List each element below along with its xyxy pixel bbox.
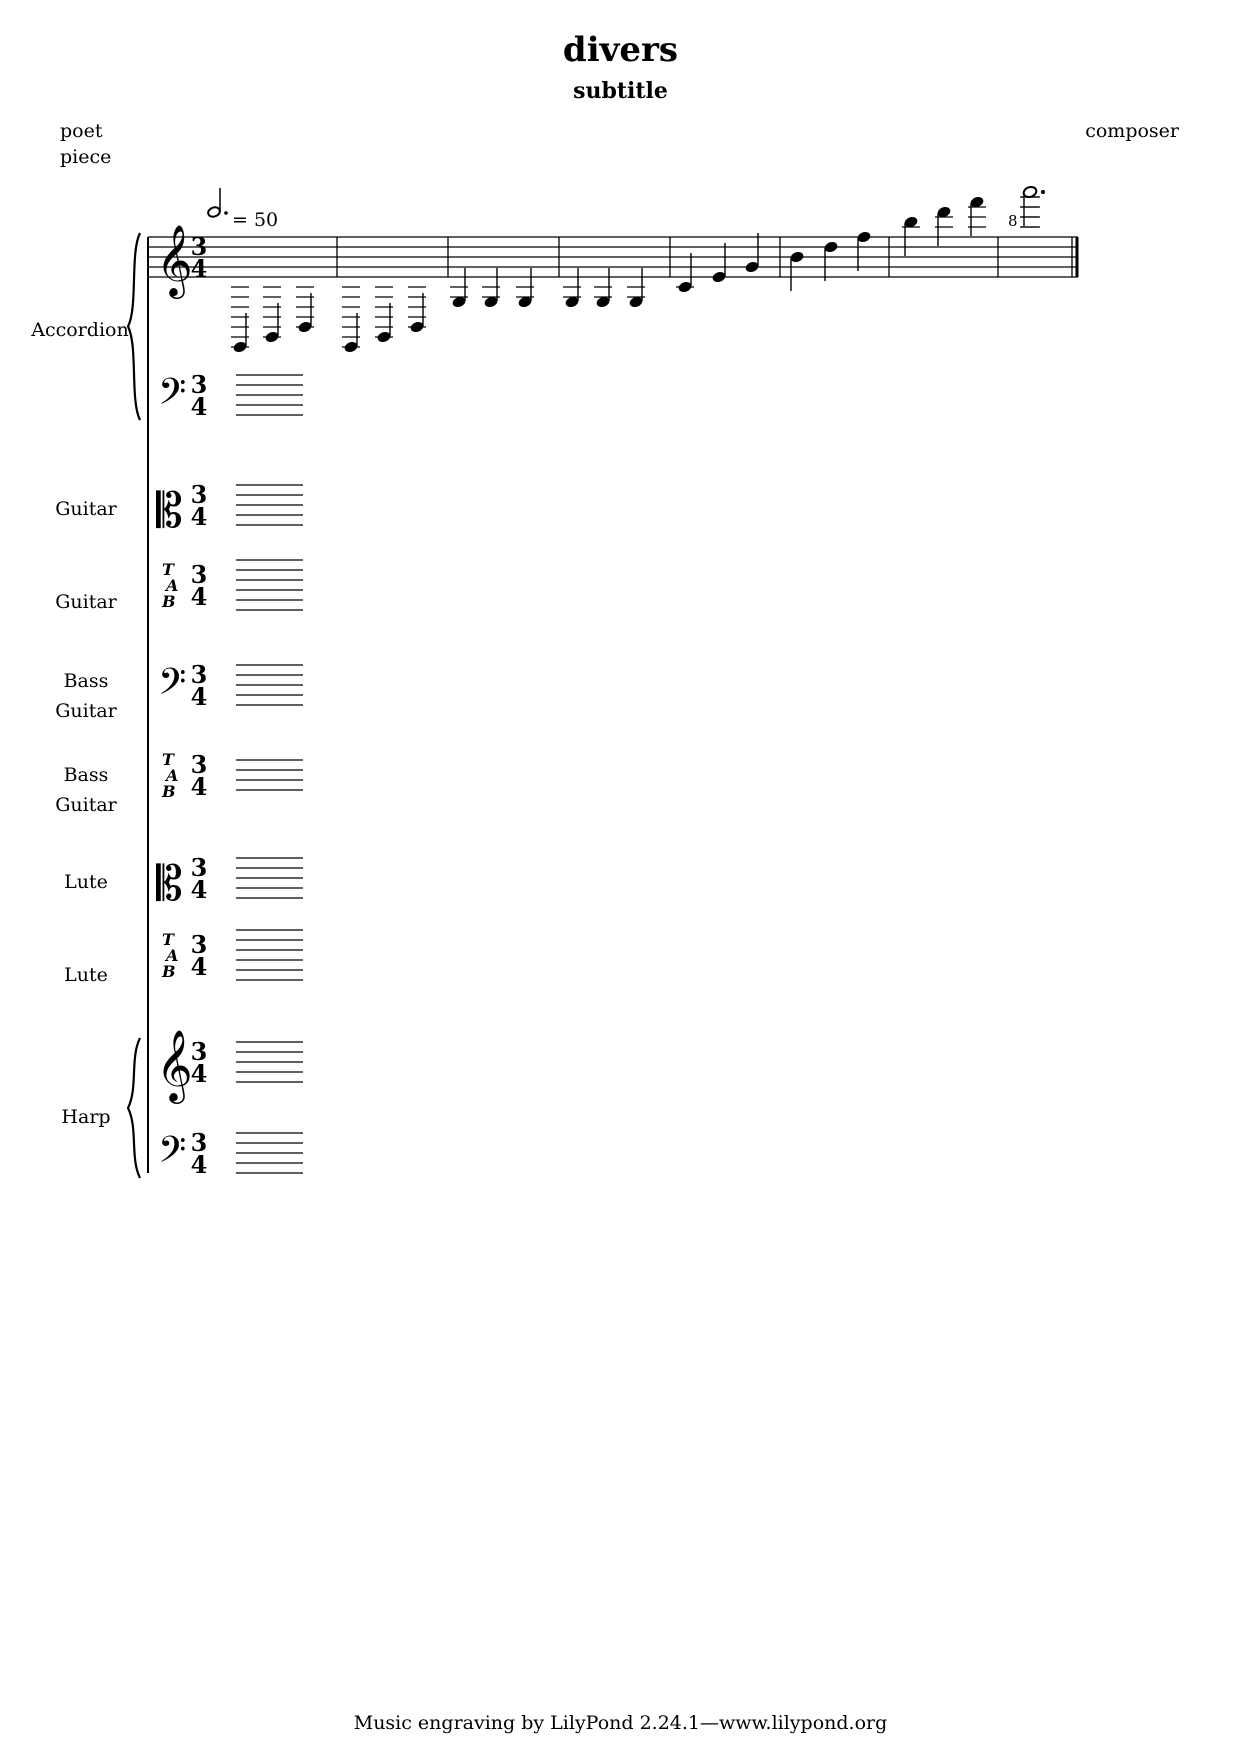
instrument-name-line1: Bass (63, 670, 109, 692)
score-title: divers (562, 30, 679, 70)
instrument-name-harp: Harp (61, 1106, 111, 1128)
tempo-note-head (207, 206, 221, 218)
time-sig-numerator: 3 (191, 370, 208, 399)
instrument-name-lute-tab: Lute (64, 964, 108, 986)
instrument-name-line2: Guitar (55, 700, 117, 722)
tempo-dot (224, 211, 228, 215)
treble-clef-icon: 𝄞 (156, 223, 193, 299)
harp-brace (126, 1037, 141, 1179)
instrument-name-line1: Bass (63, 764, 109, 786)
bass-clef-icon: 𝄢 (158, 371, 186, 422)
note-head (265, 331, 279, 343)
tab-clef-b: B (161, 592, 176, 611)
instrument-name-bass-guitar-tab: Bass Guitar (36, 760, 136, 820)
time-sig-numerator: 3 (191, 1037, 208, 1066)
tab-clef-b: B (161, 782, 176, 801)
note-head (678, 281, 692, 293)
alto-clef-icon: 𝄡 (156, 483, 183, 539)
time-sig-numerator: 3 (191, 660, 208, 689)
tab-clef-t: T (162, 560, 175, 579)
instrument-name-lute: Lute (64, 871, 108, 893)
note-head (857, 231, 871, 243)
bass-clef-icon: 𝄢 (158, 661, 186, 712)
score-subtitle: subtitle (573, 78, 668, 104)
note-head (377, 331, 391, 343)
time-sig-denominator: 4 (191, 1059, 208, 1088)
note-head (452, 296, 466, 308)
note-head (298, 321, 312, 333)
time-sig-numerator: 3 (191, 1128, 208, 1157)
note-head (484, 296, 498, 308)
instrument-name-guitar: Guitar (55, 498, 117, 520)
note-head (233, 341, 247, 353)
final-note-dot (1041, 190, 1045, 194)
note-head (745, 261, 759, 273)
piece-label: piece (60, 146, 112, 168)
time-sig-numerator: 3 (191, 930, 208, 959)
instrument-name-line2: Guitar (55, 794, 117, 816)
time-sig-denominator: 4 (191, 392, 208, 421)
tab-clef-t: T (162, 750, 175, 769)
tab-clef-b: B (161, 962, 176, 981)
note-head (937, 206, 951, 218)
time-sig-denominator: 4 (191, 875, 208, 904)
time-sig-denominator: 4 (191, 772, 208, 801)
note-head (596, 296, 610, 308)
note-head (970, 196, 984, 208)
engraving-credit: Music engraving by LilyPond 2.24.1—www.l… (353, 1712, 888, 1734)
time-sig-denominator: 4 (191, 1150, 208, 1179)
note-head (712, 271, 726, 283)
note-head (904, 216, 918, 228)
accordion-brace (126, 232, 142, 421)
note-head (410, 321, 424, 333)
note-head (824, 241, 838, 253)
time-sig-numerator: 3 (191, 480, 208, 509)
ottava-mark: 8 (1008, 212, 1018, 230)
tab-clef-a: A (164, 766, 178, 785)
time-sig-denominator: 4 (191, 582, 208, 611)
staff-lines (148, 236, 1078, 1174)
note-head (518, 296, 532, 308)
tab-clef-a: A (164, 576, 178, 595)
tab-clef-a: A (164, 946, 178, 965)
time-sig-numerator: 3 (191, 232, 208, 261)
bass-clef-icon: 𝄢 (158, 1129, 186, 1180)
time-sig-numerator: 3 (191, 750, 208, 779)
poet-label: poet (60, 120, 103, 142)
time-sig-numerator: 3 (191, 560, 208, 589)
instrument-name-guitar-tab: Guitar (55, 591, 117, 613)
tab-clef-t: T (162, 930, 175, 949)
tempo-text: = 50 (232, 209, 278, 231)
instrument-name-bass-guitar: Bass Guitar (36, 666, 136, 726)
time-sig-numerator: 3 (191, 853, 208, 882)
note-head (344, 341, 358, 353)
note-head (565, 296, 579, 308)
time-sig-denominator: 4 (191, 502, 208, 531)
alto-clef-icon: 𝄡 (156, 856, 183, 912)
time-sig-denominator: 4 (191, 952, 208, 981)
note-head (629, 296, 643, 308)
note-head (790, 251, 804, 263)
time-sig-denominator: 4 (191, 682, 208, 711)
instrument-name-accordion: Accordion (31, 319, 129, 341)
composer-label: composer (1085, 120, 1179, 142)
treble-clef-icon: 𝄞 (156, 1028, 193, 1104)
time-sig-denominator: 4 (191, 254, 208, 283)
